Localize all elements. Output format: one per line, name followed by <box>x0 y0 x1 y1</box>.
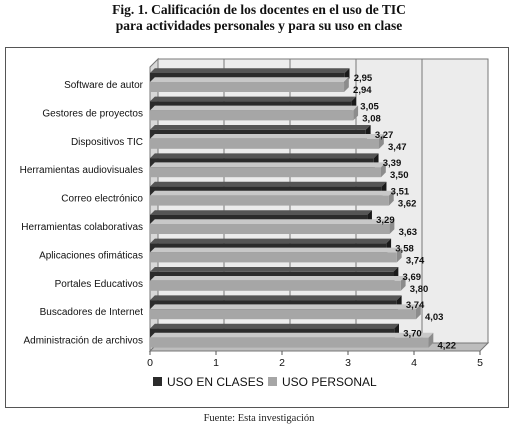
bar-uso-personal-top <box>150 276 406 281</box>
bar-uso-personal <box>150 309 416 320</box>
bar-uso-personal-side <box>353 105 359 121</box>
bar-uso-personal <box>150 110 354 121</box>
bar-uso-personal-top <box>150 105 359 111</box>
data-label-uso-personal: 3,47 <box>388 142 407 153</box>
bar-uso-personal-side <box>415 304 421 320</box>
bar-uso-personal-top <box>150 134 384 139</box>
bar-uso-personal <box>150 337 429 348</box>
legend-label-uso-personal: USO PERSONAL <box>282 375 377 389</box>
bar-uso-personal <box>150 280 401 291</box>
bar-uso-en-clases-top <box>150 238 392 244</box>
bar-uso-personal-side <box>400 276 406 291</box>
data-label-uso-personal: 3,74 <box>406 255 425 266</box>
data-label-uso-personal: 3,63 <box>399 227 418 238</box>
figure-source: Fuente: Esta investigación <box>203 413 315 424</box>
bar-uso-personal-top <box>150 162 386 168</box>
bar-uso-en-clases-top <box>150 125 371 130</box>
category-label: Administración de archivos <box>24 336 144 347</box>
data-label-uso-en-clases: 3,29 <box>376 215 395 226</box>
bar-uso-personal-side <box>344 77 349 92</box>
x-tick-label: 1 <box>213 357 219 369</box>
category-label: Portales Educativos <box>55 279 143 290</box>
x-tick-label: 2 <box>279 357 285 369</box>
bar-uso-personal-side <box>388 190 394 206</box>
bar-uso-personal-top <box>150 332 434 338</box>
bar-uso-en-clases-top <box>150 210 372 215</box>
data-label-uso-en-clases: 3,69 <box>403 272 422 283</box>
category-label: Herramientas audiovisuales <box>20 165 143 176</box>
figure-title-line2: para actividades personales y para su us… <box>115 18 403 33</box>
bar-uso-personal <box>150 167 381 178</box>
bar-uso-personal-top <box>150 219 395 224</box>
data-label-uso-personal: 2,94 <box>353 85 372 96</box>
bar-uso-personal-top <box>150 190 394 196</box>
bar-uso-personal-top <box>150 304 421 310</box>
data-label-uso-en-clases: 3,74 <box>406 300 425 311</box>
data-label-uso-en-clases: 3,58 <box>395 243 414 254</box>
legend-swatch-uso-personal <box>268 377 277 386</box>
data-label-uso-personal: 4,03 <box>425 312 444 323</box>
category-label: Correo electrónico <box>61 194 143 205</box>
figure-title-line1: Fig. 1. Calificación de los docentes en … <box>112 2 406 17</box>
bar-uso-personal-side <box>428 332 434 348</box>
legend-swatch-uso-en-clases <box>153 377 162 386</box>
bar-uso-personal-side <box>389 219 395 234</box>
x-tick-label: 4 <box>411 357 417 369</box>
bar-uso-en-clases-top <box>150 153 379 159</box>
category-label: Dispositivos TIC <box>71 137 143 148</box>
data-label-uso-en-clases: 3,70 <box>403 329 422 340</box>
bar-uso-en-clases-top <box>150 295 402 301</box>
bar-uso-personal-top <box>150 247 402 253</box>
bar-uso-en-clases-top <box>150 323 399 329</box>
category-label: Herramientas colaborativas <box>21 222 143 233</box>
bar-uso-en-clases-top <box>150 181 387 187</box>
category-label: Gestores de proyectos <box>42 108 143 119</box>
bar-uso-personal <box>150 195 389 206</box>
x-tick-label: 0 <box>147 357 153 369</box>
data-label-uso-personal: 4,22 <box>438 341 457 352</box>
bar-uso-personal <box>150 82 345 92</box>
data-label-uso-en-clases: 3,39 <box>383 158 402 169</box>
bar-uso-personal-side <box>379 134 384 149</box>
bar-uso-personal <box>150 224 390 234</box>
data-label-uso-personal: 3,50 <box>390 170 409 181</box>
x-tick-label: 5 <box>477 357 483 369</box>
bar-uso-personal-side <box>396 247 402 263</box>
bar-uso-personal-top <box>150 77 349 82</box>
data-label-uso-personal: 3,80 <box>410 284 429 295</box>
data-label-uso-personal: 3,62 <box>398 199 417 210</box>
bar-uso-personal <box>150 138 380 149</box>
chart-frame: Software de autor 2,95 2,94 Gestores de pro… <box>5 47 509 408</box>
data-label-uso-en-clases: 3,27 <box>375 130 394 141</box>
data-label-uso-personal: 3,08 <box>362 113 381 124</box>
bar-chart: Software de autor 2,952,94 Gestores de pro… <box>20 57 490 389</box>
category-label: Buscadores de Internet <box>40 307 144 318</box>
data-label-uso-en-clases: 3,51 <box>391 187 410 198</box>
category-label: Software de autor <box>64 80 144 91</box>
legend-label-uso-en-clases: USO EN CLASES <box>167 375 264 389</box>
x-tick-label: 3 <box>345 357 351 369</box>
bar-uso-en-clases-top <box>150 267 399 272</box>
bar-uso-en-clases-top <box>150 68 350 73</box>
bar-uso-personal <box>150 252 397 263</box>
bar-uso-personal-side <box>381 162 386 178</box>
data-label-uso-en-clases: 2,95 <box>354 73 373 84</box>
data-label-uso-en-clases: 3,05 <box>360 101 379 112</box>
bar-uso-en-clases-top <box>150 96 357 102</box>
category-label: Aplicaciones ofimáticas <box>39 250 143 261</box>
